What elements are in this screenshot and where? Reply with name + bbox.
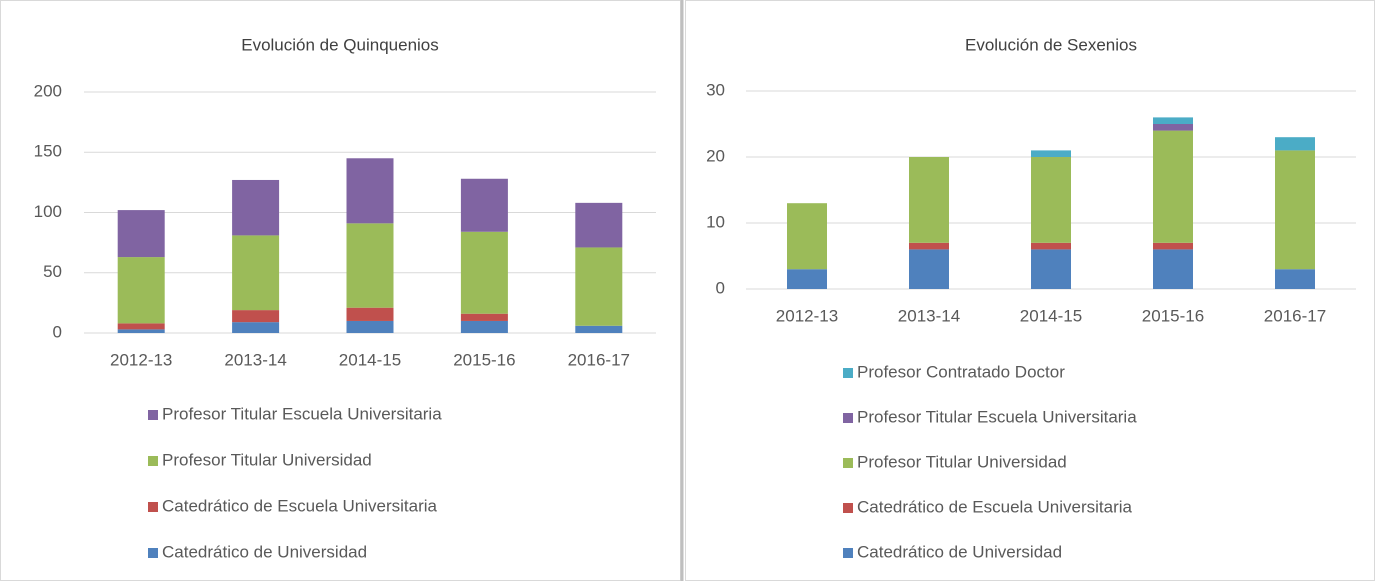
legend-swatch xyxy=(843,368,853,378)
legend-label: Profesor Contratado Doctor xyxy=(857,362,1065,381)
bar-segment xyxy=(460,320,508,333)
x-tick-label: 2016-17 xyxy=(568,350,630,369)
legend-label: Profesor Titular Escuela Universitaria xyxy=(162,404,442,423)
x-tick-label: 2016-17 xyxy=(1264,306,1326,325)
bar-segment xyxy=(575,325,623,333)
legend-swatch xyxy=(148,502,158,512)
legend-swatch xyxy=(148,410,158,420)
x-tick-label: 2012-13 xyxy=(110,350,172,369)
bar-segment xyxy=(787,269,827,289)
legend-label: Catedrático de Escuela Universitaria xyxy=(162,496,438,515)
legend-swatch xyxy=(843,458,853,468)
legend-label: Catedrático de Universidad xyxy=(162,542,367,561)
bar-segment xyxy=(346,223,394,308)
bar-segment xyxy=(1153,242,1193,250)
x-tick-label: 2015-16 xyxy=(1142,306,1204,325)
bar-segment xyxy=(460,231,508,314)
x-tick-label: 2014-15 xyxy=(1020,306,1082,325)
bar-segment xyxy=(232,322,280,333)
y-tick-label: 0 xyxy=(53,322,62,341)
bar-segment xyxy=(575,247,623,326)
bar-segment xyxy=(1275,150,1315,270)
bar-segment xyxy=(1031,157,1071,243)
bar-segment xyxy=(1153,117,1193,124)
bar-segment xyxy=(787,203,827,270)
legend-label: Catedrático de Universidad xyxy=(857,542,1062,561)
bar-segment xyxy=(460,178,508,232)
bar-segment xyxy=(346,320,394,333)
bar-segment xyxy=(346,307,394,321)
bar-segment xyxy=(460,313,508,321)
bar-segment xyxy=(1031,150,1071,157)
legend-label: Profesor Titular Universidad xyxy=(857,452,1067,471)
y-tick-label: 150 xyxy=(34,142,62,161)
bar-segment xyxy=(909,242,949,250)
bar-segment xyxy=(1275,137,1315,151)
chart-title: Evolución de Sexenios xyxy=(965,35,1137,54)
legend-label: Profesor Titular Escuela Universitaria xyxy=(857,407,1137,426)
chart-title: Evolución de Quinquenios xyxy=(241,35,439,54)
legend-swatch xyxy=(148,548,158,558)
y-tick-label: 50 xyxy=(43,262,62,281)
legend-swatch xyxy=(843,503,853,513)
bar-segment xyxy=(1153,249,1193,289)
legend-swatch xyxy=(843,413,853,423)
bar-segment xyxy=(117,210,165,258)
legend-label: Catedrático de Escuela Universitaria xyxy=(857,497,1133,516)
bar-segment xyxy=(575,202,623,248)
bar-segment xyxy=(1275,269,1315,289)
bar-segment xyxy=(909,157,949,243)
y-tick-label: 20 xyxy=(706,146,725,165)
legend-swatch xyxy=(843,548,853,558)
y-tick-label: 0 xyxy=(716,278,725,297)
y-tick-label: 30 xyxy=(706,80,725,99)
legend-label: Profesor Titular Universidad xyxy=(162,450,372,469)
y-tick-label: 200 xyxy=(34,81,62,100)
y-tick-label: 10 xyxy=(706,212,725,231)
x-tick-label: 2014-15 xyxy=(339,350,401,369)
bar-segment xyxy=(232,179,280,236)
legend-swatch xyxy=(148,456,158,466)
bar-segment xyxy=(232,235,280,311)
x-tick-label: 2013-14 xyxy=(898,306,960,325)
x-tick-label: 2012-13 xyxy=(776,306,838,325)
panel-border xyxy=(685,0,1375,581)
bar-segment xyxy=(117,257,165,324)
bar-segment xyxy=(346,158,394,224)
bar-segment xyxy=(117,329,165,333)
x-tick-label: 2013-14 xyxy=(224,350,286,369)
bar-segment xyxy=(909,249,949,289)
y-tick-label: 100 xyxy=(34,202,62,221)
bar-segment xyxy=(1153,124,1193,131)
bar-segment xyxy=(232,310,280,323)
bar-segment xyxy=(1153,130,1193,243)
bar-segment xyxy=(117,323,165,330)
x-tick-label: 2015-16 xyxy=(453,350,515,369)
bar-segment xyxy=(1031,249,1071,289)
bar-segment xyxy=(1031,242,1071,250)
